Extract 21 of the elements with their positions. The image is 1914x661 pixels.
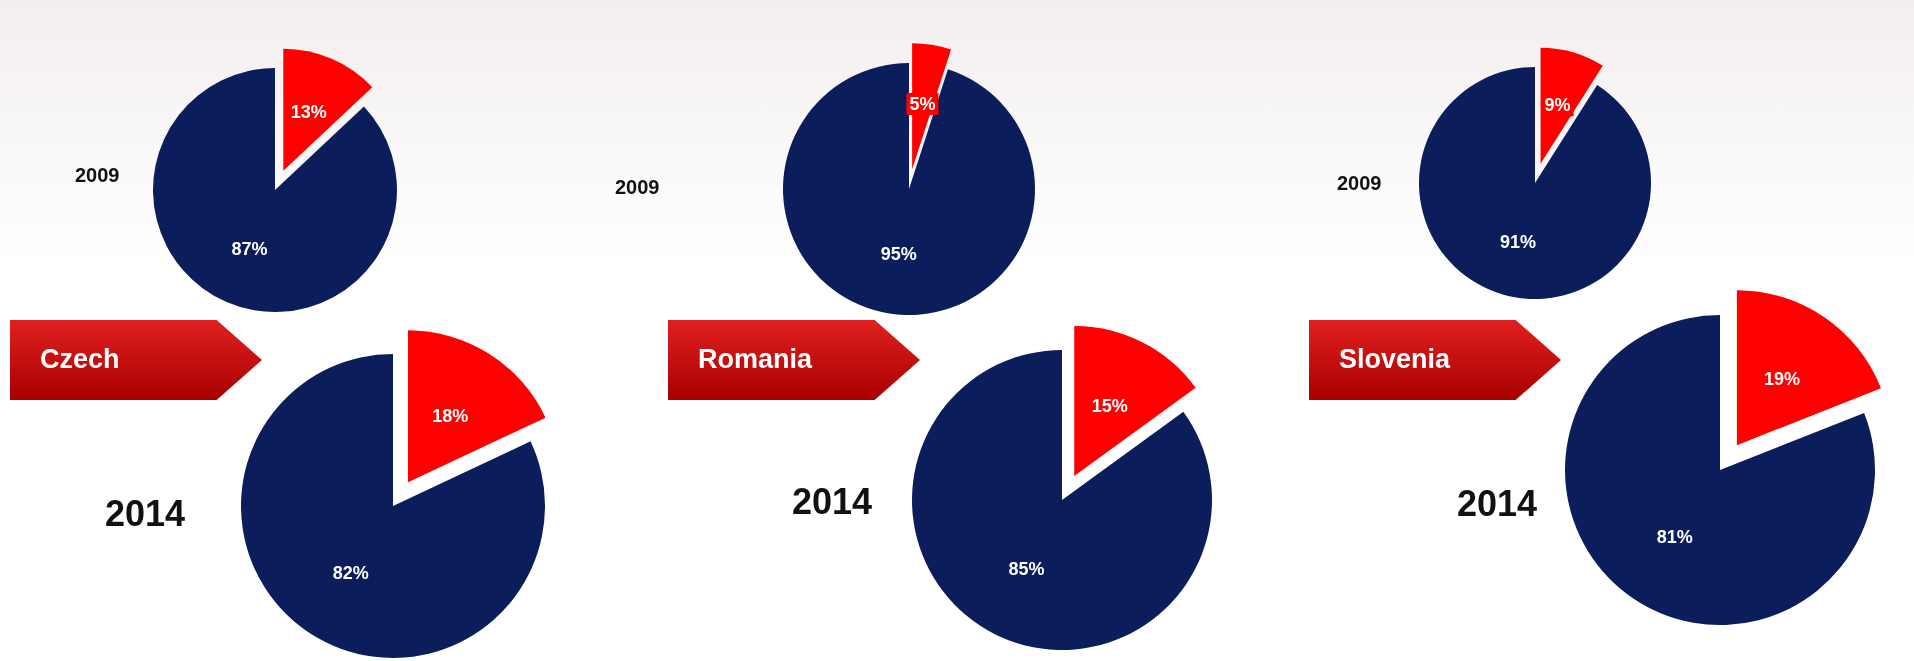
data-label: 85% <box>1008 559 1045 580</box>
text: 2009 <box>615 176 660 198</box>
data-label: 15% <box>1091 396 1128 417</box>
text: 2014 <box>105 492 186 534</box>
text: Czech <box>40 344 120 374</box>
data-label: 5% <box>909 94 936 115</box>
data-label: 95% <box>880 244 917 265</box>
data-label: 81% <box>1656 526 1693 547</box>
data-label: 91% <box>1499 231 1536 252</box>
data-label: 87% <box>231 238 268 259</box>
text: Romania <box>698 344 813 374</box>
text: Slovenia <box>1339 344 1451 374</box>
text: 2009 <box>75 164 120 186</box>
data-label: 19% <box>1764 368 1801 389</box>
text: 2014 <box>1457 482 1538 524</box>
data-label: 18% <box>432 405 469 426</box>
text: 2009 <box>1337 172 1382 194</box>
data-label: 13% <box>290 101 327 122</box>
data-label: 9% <box>1544 95 1571 116</box>
text: 2014 <box>792 480 873 522</box>
data-label: 82% <box>332 562 369 583</box>
